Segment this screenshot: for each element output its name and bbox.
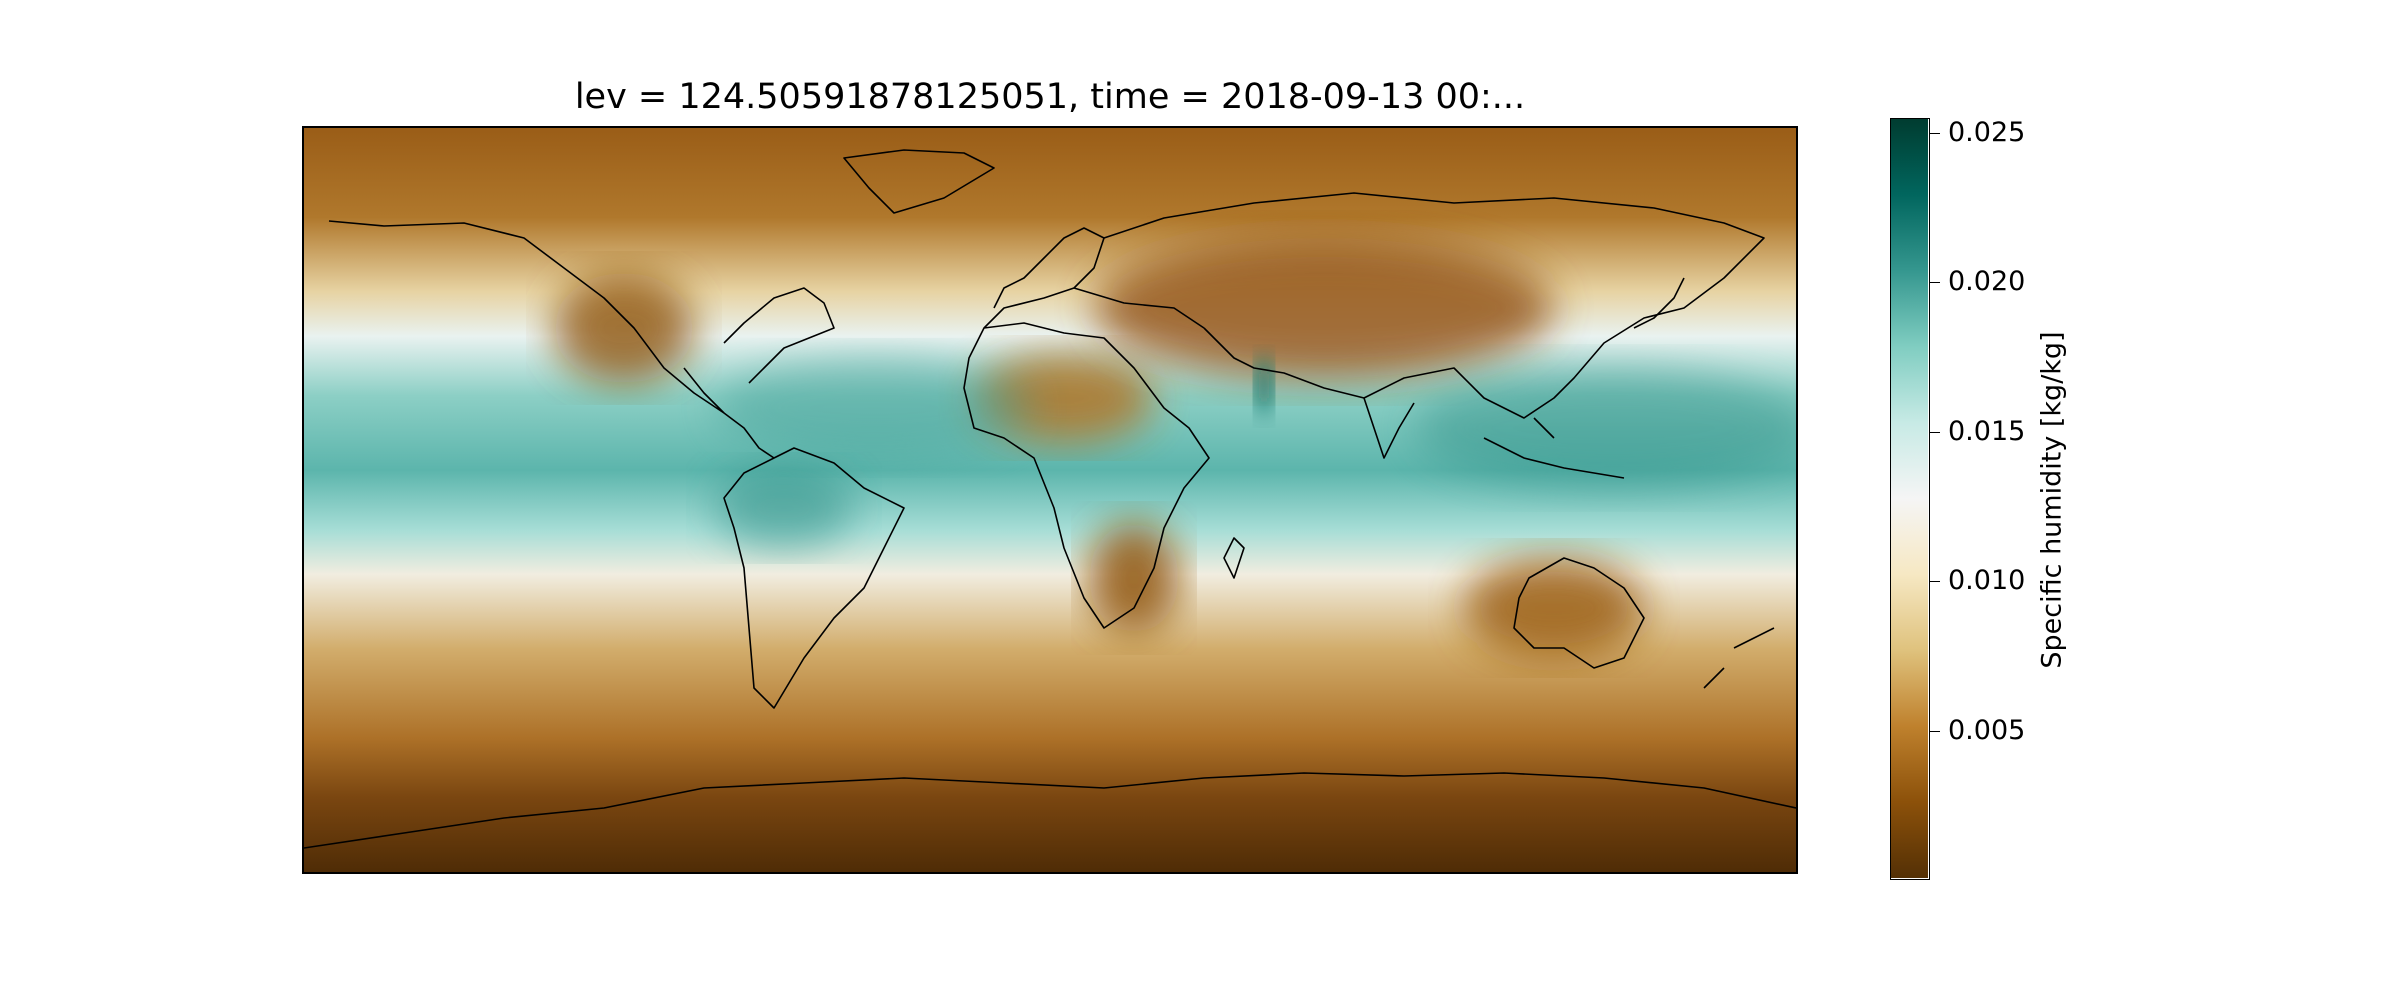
coastline-japan [1633, 277, 1685, 329]
coastlines [304, 149, 1796, 849]
humidity-map [304, 128, 1796, 872]
moist-anomaly-north-atlantic [714, 358, 1034, 458]
map-panel [302, 126, 1798, 874]
coastline-madagascar [1223, 537, 1245, 579]
dry-anomaly-n-america [554, 273, 694, 383]
coastline-south-america [723, 447, 905, 709]
coastline-maritime-se-asia [1483, 417, 1625, 479]
coastline-india [1363, 397, 1415, 459]
coastline-new-zealand [1703, 627, 1775, 689]
colorbar-tick-label: 0.015 [1948, 415, 2026, 447]
colorbar-tick [1930, 132, 1940, 134]
moist-anomaly-west-pacific [1414, 368, 1796, 488]
colorbar-tick [1930, 581, 1940, 583]
colorbar-tick-label: 0.025 [1948, 116, 2026, 148]
colorbar-tick [1930, 730, 1940, 732]
colorbar-label: Specific humidity [kg/kg] [2036, 331, 2068, 669]
colorbar-tick-label: 0.020 [1948, 266, 2026, 298]
coastline-europe [983, 227, 1205, 329]
dry-anomaly-south-africa [1089, 523, 1179, 633]
dry-anomaly-australia [1464, 558, 1644, 658]
humidity-anomalies [554, 238, 1796, 658]
colorbar-tick [1930, 431, 1940, 433]
colorbar-tick [1930, 282, 1940, 284]
plot-title: lev = 124.50591878125051, time = 2018-09… [574, 77, 1526, 117]
colorbar [1890, 118, 1930, 880]
colorbar-tick-label: 0.010 [1948, 565, 2026, 597]
dry-anomaly-central-asia [1094, 238, 1554, 378]
moist-anomaly-amazon [714, 468, 854, 548]
colorbar-gradient [1891, 119, 1928, 878]
coastline-asia [1103, 192, 1765, 419]
coastline-north-america [328, 220, 835, 459]
coastline-australia [1513, 557, 1645, 669]
colorbar-tick-label: 0.005 [1948, 714, 2026, 746]
coastline-greenland [843, 149, 995, 214]
moist-anomaly-red-sea [1256, 356, 1272, 416]
coastline-africa [963, 322, 1210, 629]
coastline-antarctica [304, 772, 1796, 849]
